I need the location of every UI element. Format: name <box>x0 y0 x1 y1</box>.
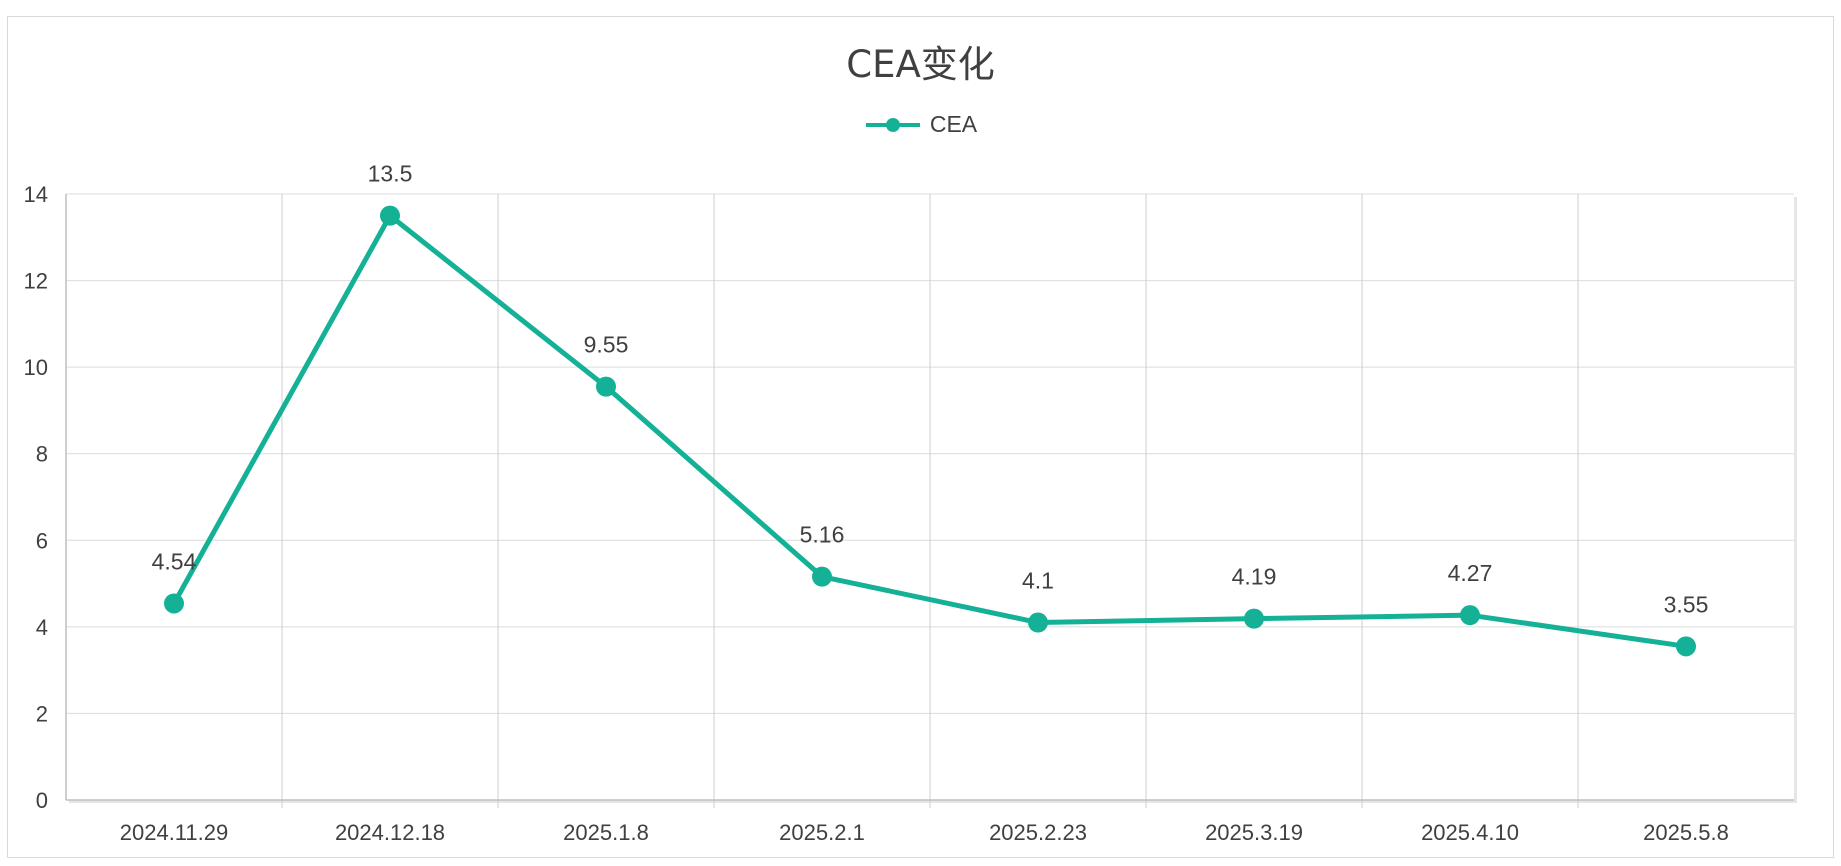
data-label: 13.5 <box>368 161 413 187</box>
y-tick-label: 10 <box>24 355 48 380</box>
data-point <box>1244 608 1264 629</box>
data-point <box>380 205 400 226</box>
series-cea <box>164 205 1696 657</box>
x-tick-label: 2024.12.18 <box>335 820 445 845</box>
data-point <box>1028 612 1048 633</box>
x-tick-label: 2025.4.10 <box>1421 820 1519 845</box>
legend-label: CEA <box>929 111 978 137</box>
x-tick-label: 2025.3.19 <box>1205 820 1303 845</box>
legend-item-cea: CEA <box>864 111 977 138</box>
legend-marker-icon <box>865 117 920 132</box>
x-tick-label: 2025.2.23 <box>989 820 1087 845</box>
data-point <box>1676 636 1696 657</box>
legend: CEA <box>0 111 1841 138</box>
data-label: 4.27 <box>1448 560 1493 586</box>
y-tick-label: 6 <box>36 528 48 553</box>
y-tick-label: 2 <box>36 701 48 726</box>
data-label: 4.54 <box>152 548 197 574</box>
y-tick-label: 8 <box>36 442 48 467</box>
data-labels: 4.54 13.5 9.55 5.16 4.1 4.19 4.27 3.55 <box>152 161 1709 618</box>
y-tick-label: 14 <box>24 182 48 207</box>
data-label: 3.55 <box>1664 591 1709 617</box>
y-tick-label: 4 <box>36 615 48 640</box>
y-tick-label: 0 <box>36 788 48 813</box>
data-point <box>1460 605 1480 626</box>
chart-title: CEA变化 <box>846 43 995 86</box>
x-tick-label: 2025.2.1 <box>779 820 865 845</box>
data-label: 5.16 <box>800 522 845 548</box>
y-tick-label: 12 <box>24 269 48 294</box>
x-axis-ticks: 2024.11.29 2024.12.18 2025.1.8 2025.2.1 2025… <box>120 820 1729 845</box>
data-label: 9.55 <box>584 332 629 358</box>
y-axis-ticks: 0 2 4 6 8 10 12 14 <box>24 182 48 813</box>
gridlines <box>66 193 1797 808</box>
data-point <box>596 376 616 397</box>
data-point <box>164 593 184 614</box>
data-label: 4.1 <box>1022 568 1054 594</box>
x-tick-label: 2024.11.29 <box>120 820 228 845</box>
axes <box>65 194 1794 801</box>
data-point <box>812 566 832 587</box>
x-tick-label: 2025.5.8 <box>1643 820 1729 845</box>
series-line <box>171 213 1689 649</box>
data-label: 4.19 <box>1232 564 1277 590</box>
x-tick-label: 2025.1.8 <box>563 820 649 845</box>
